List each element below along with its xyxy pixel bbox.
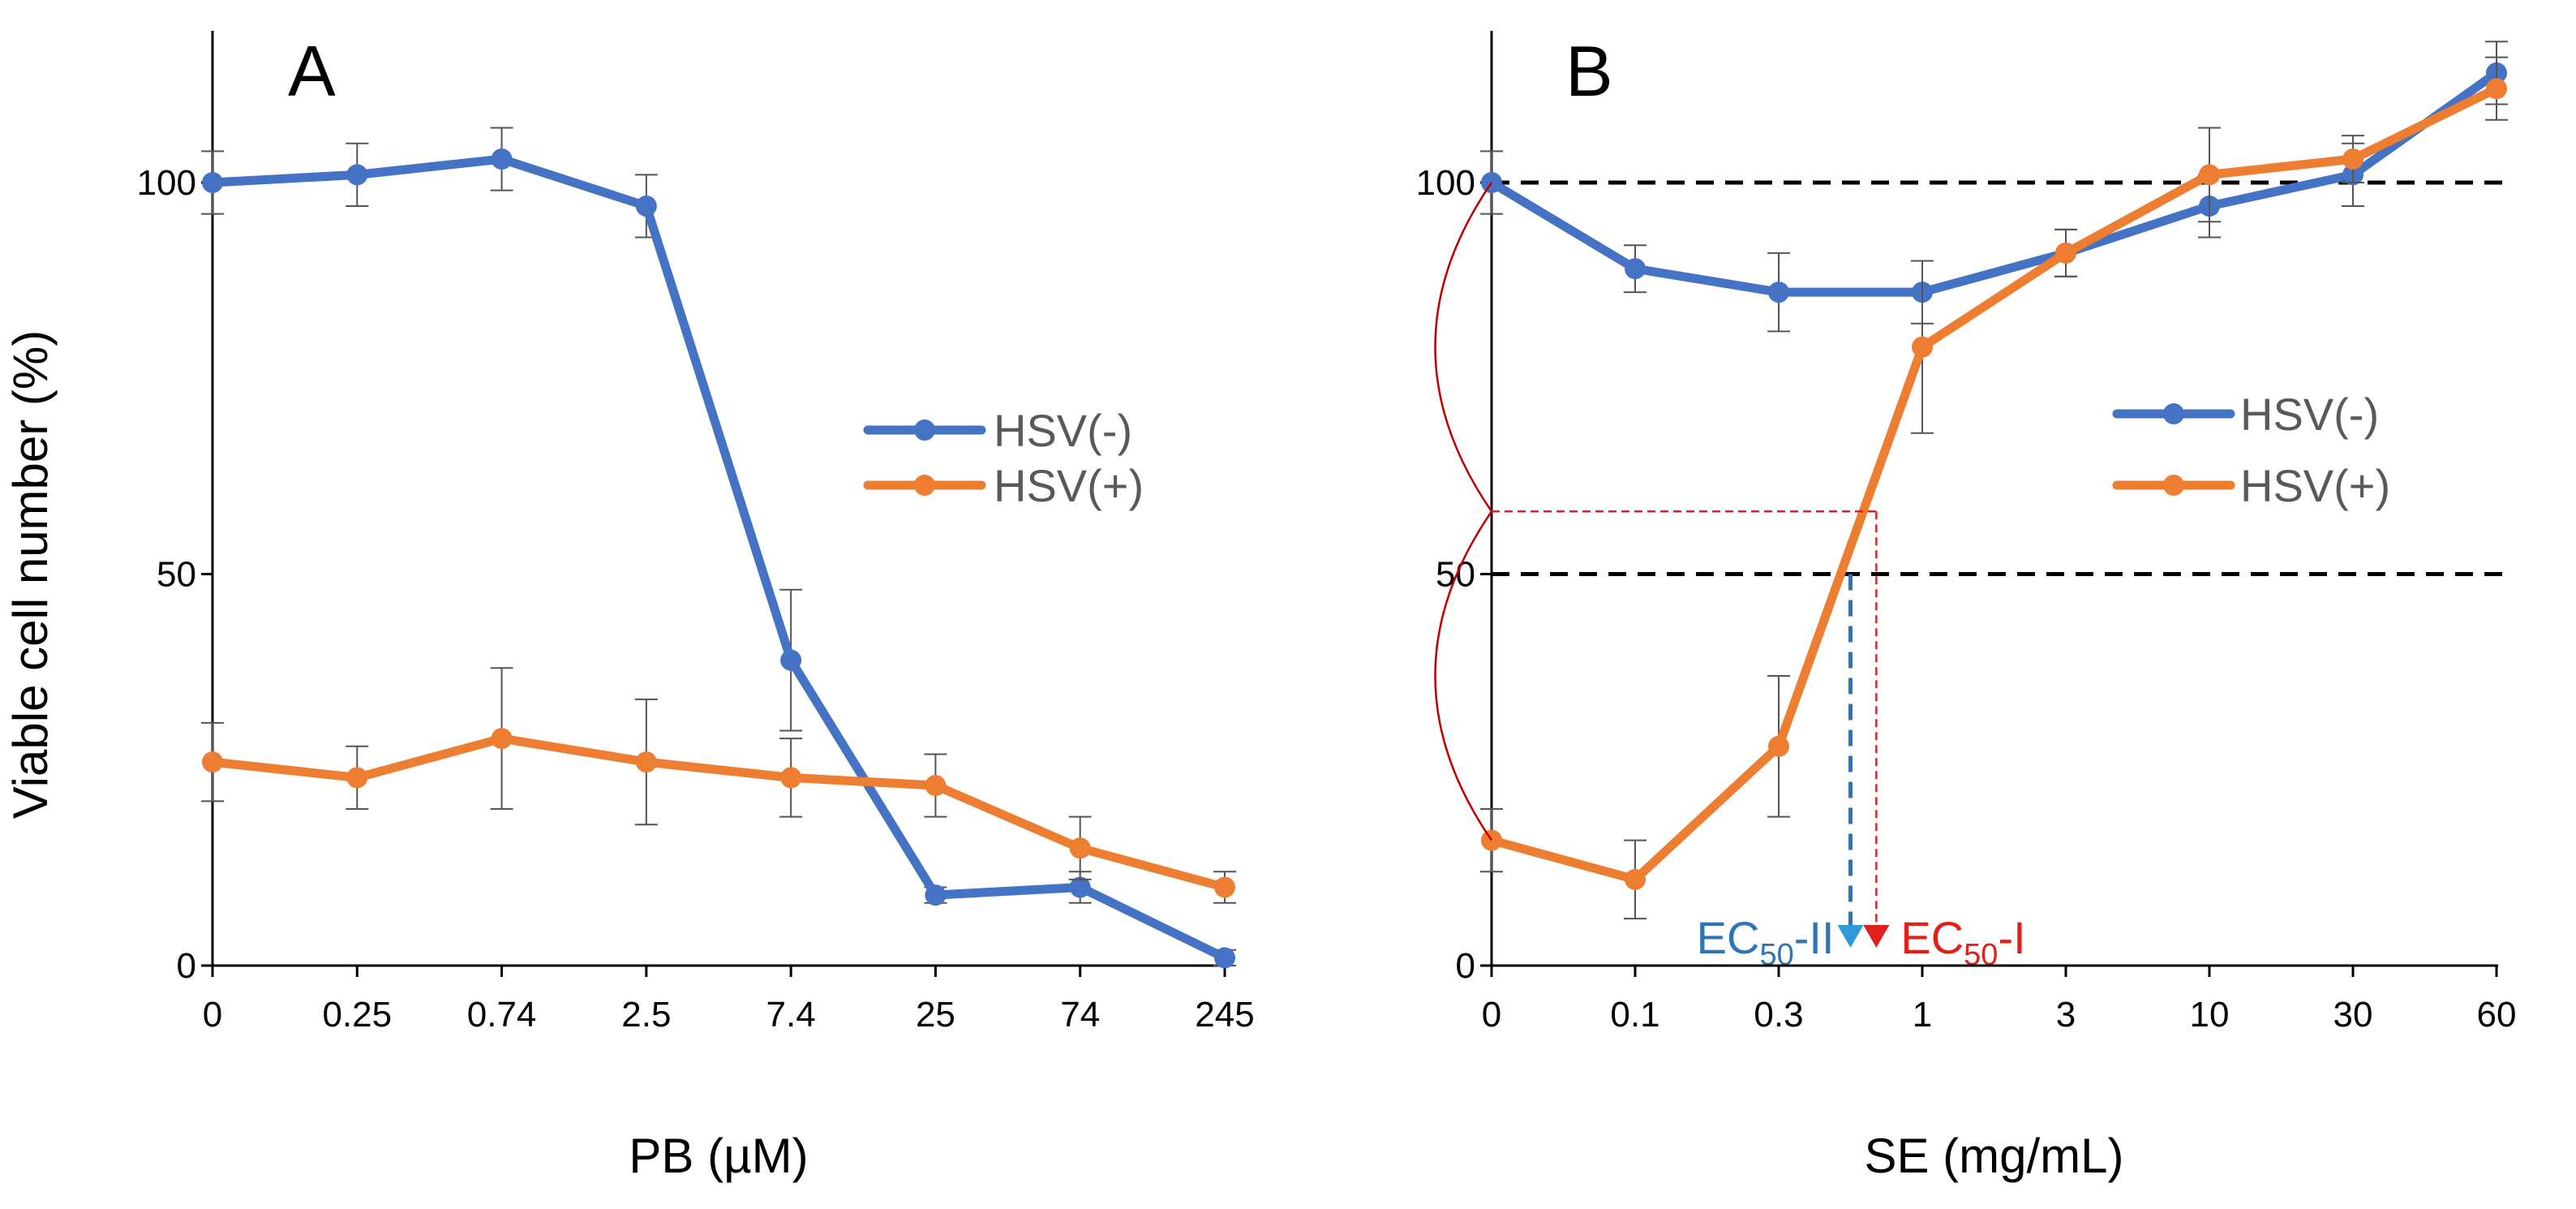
panel-b-chart: B SE (mg/mL) HSV(-) HSV(+) EC50-II EC50-… xyxy=(1416,31,2517,1183)
panel-a-legend-hsv-plus-label: HSV(+) xyxy=(994,460,1144,511)
panel-a-series-hsv-minus-line xyxy=(208,154,1230,962)
ec50-i-annotation: EC50-I xyxy=(1900,912,2025,972)
panel-a-x-tick-label-1: 0.25 xyxy=(322,995,392,1035)
ec50-i-subscript: 50 xyxy=(1964,938,1998,972)
panel-b-legend: HSV(-) HSV(+) xyxy=(2112,389,2390,511)
panel-a-series-hsv-minus-point-5 xyxy=(925,884,947,906)
panel-a-chart: A PB (µM) Viable cell number (%) HSV(-) … xyxy=(3,31,1255,1183)
ec50-ii-subscript: 50 xyxy=(1759,938,1793,972)
panel-b-y-tick-label-100: 100 xyxy=(1416,163,1475,203)
ec50-i-suffix: -I xyxy=(1998,912,2025,963)
panel-b-x-tick-label-1: 0.1 xyxy=(1610,995,1659,1035)
panel-a-series-hsv-plus-point-6 xyxy=(1069,837,1091,859)
panel-b-legend-hsv-plus-label: HSV(+) xyxy=(2240,460,2390,511)
panel-b-x-tick-label-7: 60 xyxy=(2477,995,2517,1035)
panel-a-legend-swatch-marker-1 xyxy=(914,475,935,496)
panel-a-series-hsv-plus-line xyxy=(208,734,1230,892)
panel-a-series-hsv-minus-point-0 xyxy=(202,172,223,193)
panel-a-x-tick-label-5: 25 xyxy=(916,995,955,1035)
panel-b-label: B xyxy=(1565,31,1613,111)
panel-b-x-tick-label-0: 0 xyxy=(1482,995,1501,1035)
panel-b-series-hsv-minus-point-1 xyxy=(1625,258,1646,280)
panel-b-x-tick-label-2: 0.3 xyxy=(1754,995,1803,1035)
panel-b-series-hsv-minus-point-2 xyxy=(1768,282,1789,303)
panel-b-series-hsv-plus-point-3 xyxy=(1912,336,1933,358)
panel-a-x-tick-label-2: 0.74 xyxy=(467,995,537,1035)
panel-b-series-hsv-plus-point-2 xyxy=(1768,735,1789,757)
panel-b-series-hsv-plus-point-7 xyxy=(2486,78,2507,100)
panel-a-y-tick-label-50: 50 xyxy=(157,555,196,595)
panel-a-x-tick-label-7: 245 xyxy=(1195,995,1254,1035)
panel-a-x-axis-title: PB (µM) xyxy=(629,1129,808,1183)
panel-a-series-hsv-minus-point-6 xyxy=(1069,876,1091,898)
panel-b-legend-swatch-marker-1 xyxy=(2163,475,2184,496)
panel-a-series-hsv-minus-point-7 xyxy=(1214,947,1235,969)
panel-b-series-hsv-minus-line xyxy=(1487,68,2501,297)
panel-a-legend: HSV(-) HSV(+) xyxy=(863,405,1144,511)
panel-b-x-tick-label-3: 1 xyxy=(1913,995,1932,1035)
panel-a-series-hsv-plus-point-7 xyxy=(1214,876,1235,898)
panel-b-legend-hsv-minus-label: HSV(-) xyxy=(2240,389,2379,440)
panel-a-series-hsv-plus-point-4 xyxy=(780,767,802,789)
panel-b-legend-swatch-marker-0 xyxy=(2163,403,2184,424)
panel-a-y-tick-label-100: 100 xyxy=(137,163,196,203)
panel-a-x-tick-label-6: 74 xyxy=(1060,995,1100,1035)
panel-a-legend-hsv-minus-label: HSV(-) xyxy=(994,405,1132,456)
panel-a-series-hsv-minus-point-1 xyxy=(346,164,368,186)
panel-a-series-hsv-plus-point-3 xyxy=(635,751,657,773)
panel-b-series-hsv-plus-point-6 xyxy=(2342,148,2363,170)
ec50-ii-suffix: -II xyxy=(1794,912,1835,963)
panel-a-x-tick-label-4: 7.4 xyxy=(766,995,816,1035)
panel-b-series-hsv-plus-point-4 xyxy=(2055,242,2076,264)
panel-b-series-hsv-plus-line xyxy=(1487,84,2501,884)
panel-a-series-hsv-minus-point-3 xyxy=(635,195,657,217)
ec50-i-bracket-lower xyxy=(1434,510,1493,841)
panel-a-x-tick-label-3: 2.5 xyxy=(621,995,671,1035)
panel-a-x-tick-label-0: 0 xyxy=(203,995,222,1035)
panel-b-x-tick-label-6: 30 xyxy=(2333,995,2373,1035)
panel-b-y-tick-label-0: 0 xyxy=(1456,946,1475,986)
panel-b-x-axis-title: SE (mg/mL) xyxy=(1864,1129,2123,1183)
panel-b-x-tick-label-5: 10 xyxy=(2190,995,2230,1035)
panel-a-series-hsv-minus-point-2 xyxy=(491,148,513,170)
ec50-ii-main: EC xyxy=(1697,912,1760,963)
ec50-i-arrow-icon xyxy=(1863,925,1890,948)
ec50-i-main: EC xyxy=(1900,912,1964,963)
panel-b-series-hsv-plus-point-1 xyxy=(1625,868,1646,890)
panel-a-series-hsv-plus-point-2 xyxy=(491,728,513,750)
panel-b-x-tick-label-4: 3 xyxy=(2056,995,2076,1035)
ec50-ii-annotation: EC50-II xyxy=(1697,912,1835,972)
panel-a-series-hsv-minus-point-4 xyxy=(780,649,802,671)
panel-b-series-hsv-plus-point-5 xyxy=(2199,164,2220,186)
ec50-ii-arrow-icon xyxy=(1837,925,1864,948)
panel-a-label: A xyxy=(288,31,336,111)
panel-a-series-hsv-plus-point-1 xyxy=(346,767,368,789)
ec50-i-bracket-upper xyxy=(1434,182,1493,513)
panel-a-y-axis-title: Viable cell number (%) xyxy=(3,330,58,820)
panel-a-series-hsv-plus-point-0 xyxy=(202,751,223,773)
panel-a-y-tick-label-0: 0 xyxy=(177,946,196,986)
panel-a-legend-swatch-marker-0 xyxy=(914,419,935,441)
panel-a-series-hsv-plus-point-5 xyxy=(925,775,947,797)
panel-b-y-tick-label-50: 50 xyxy=(1436,555,1475,595)
